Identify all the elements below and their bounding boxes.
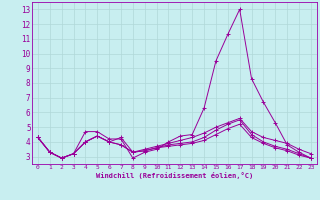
X-axis label: Windchill (Refroidissement éolien,°C): Windchill (Refroidissement éolien,°C) bbox=[96, 172, 253, 179]
